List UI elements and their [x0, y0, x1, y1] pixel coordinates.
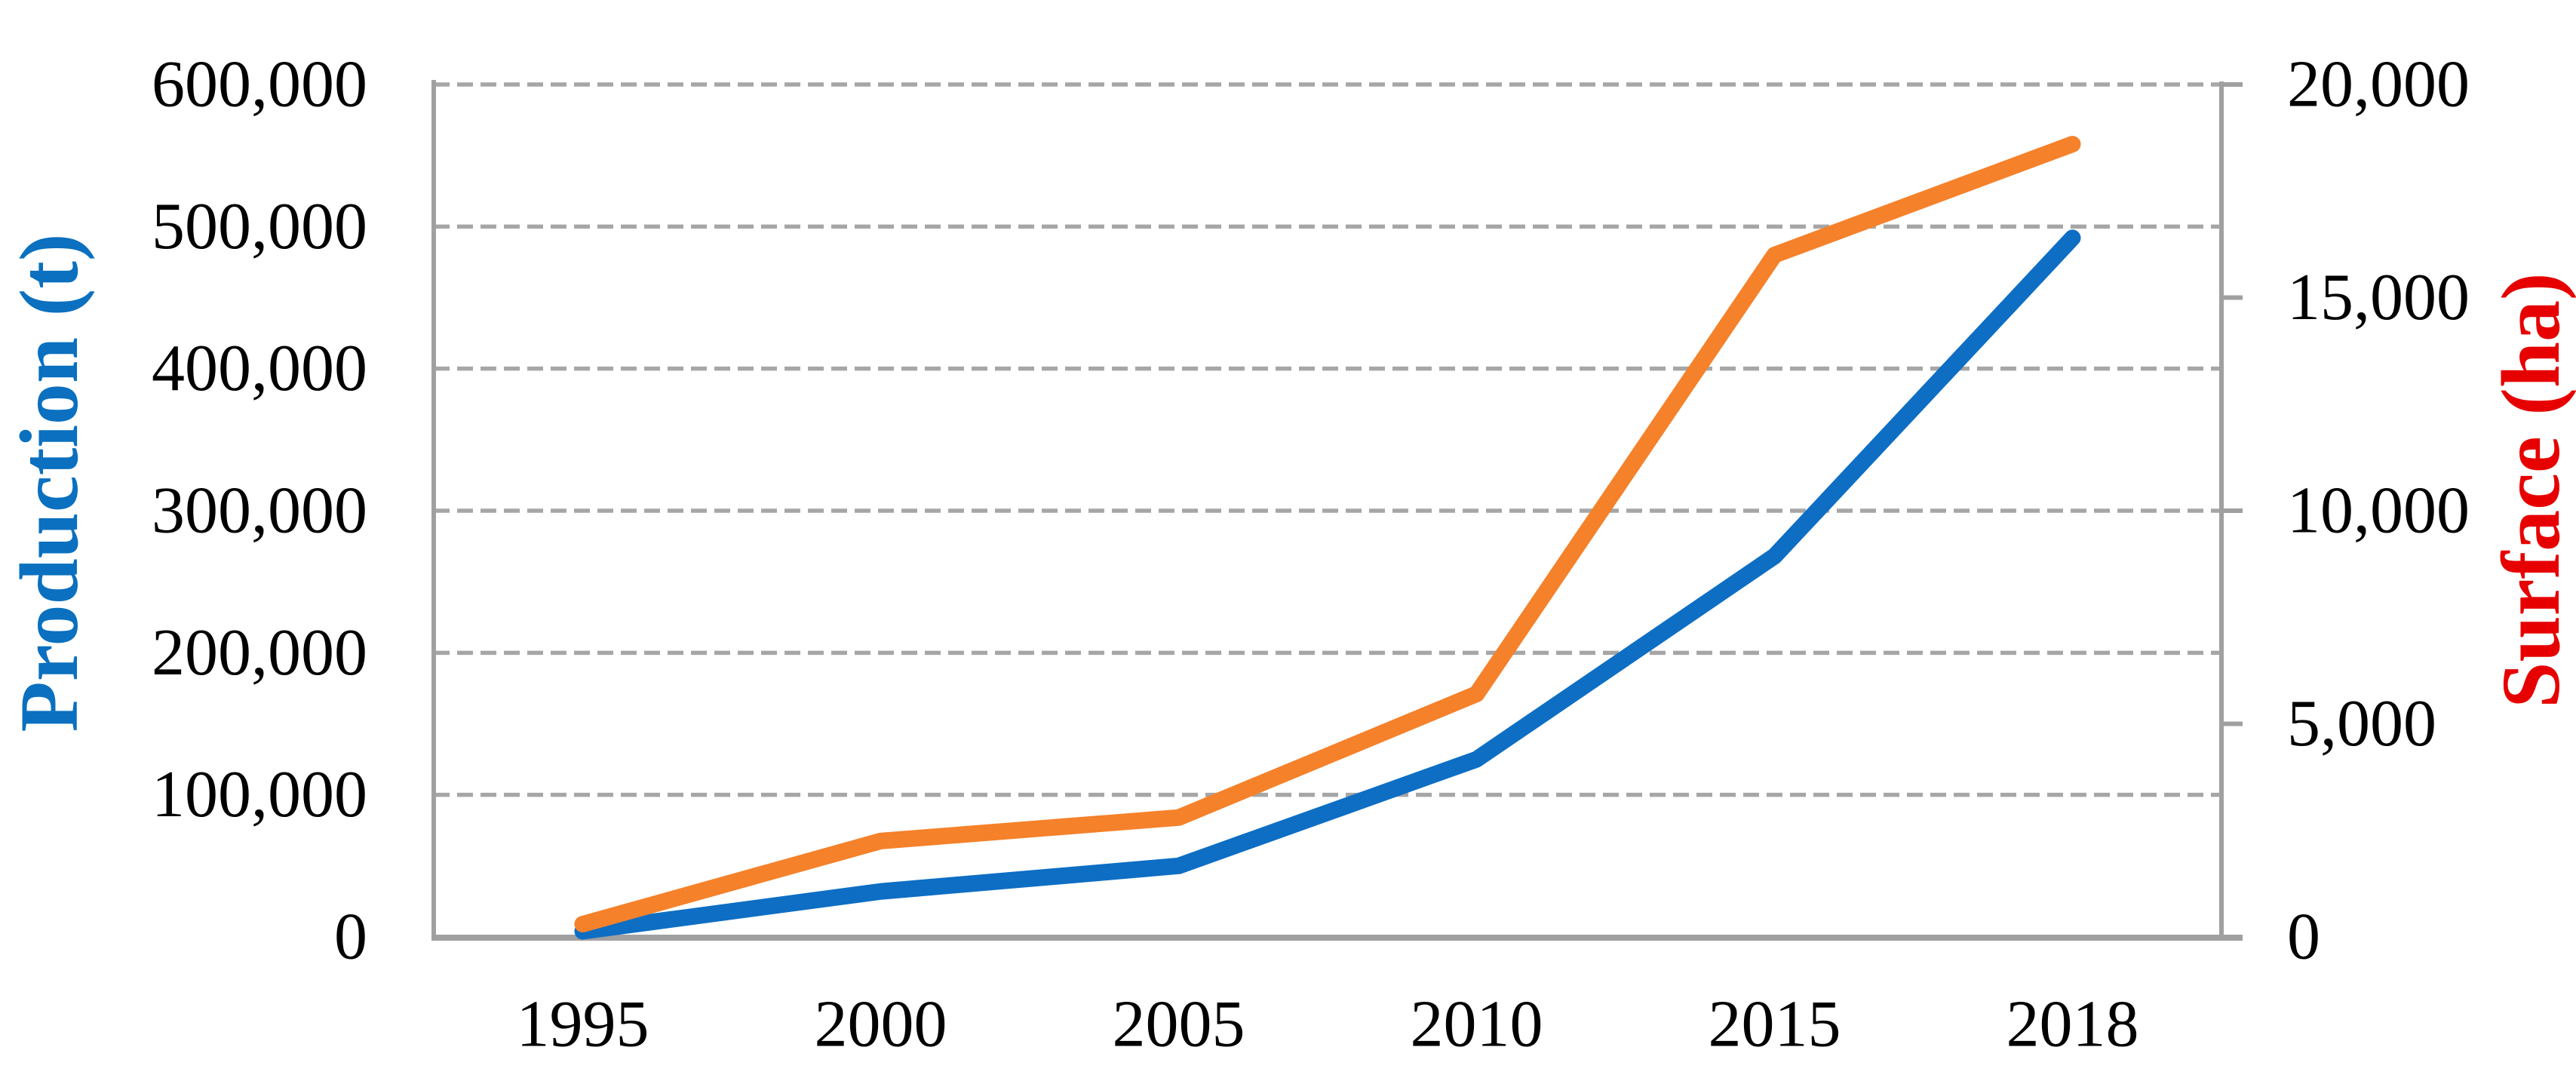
x-axis-tick-label: 2018 [2006, 988, 2139, 1061]
x-axis-tick-label: 2015 [1709, 988, 1841, 1061]
gridlines [434, 82, 2221, 797]
x-axis-tick-labels: 1995 2000 2005 2010 2015 2018 [517, 988, 2139, 1061]
left-axis-tick-label: 600,000 [152, 48, 367, 121]
right-axis-tick-label: 10,000 [2287, 474, 2470, 548]
left-axis-title: Production (t) [3, 234, 95, 732]
x-axis-tick-label: 1995 [517, 988, 649, 1061]
left-axis-tick-label: 200,000 [152, 616, 367, 689]
right-axis-tick-label: 0 [2287, 901, 2320, 974]
surface-line [574, 136, 2081, 933]
left-axis-tick-label: 0 [334, 901, 367, 974]
right-axis-tick-labels: 0 5,000 10,000 15,000 20,000 [2287, 48, 2470, 974]
right-axis-tick-label: 15,000 [2287, 261, 2470, 334]
x-axis-tick-label: 2010 [1411, 988, 1543, 1061]
left-axis-tick-label: 300,000 [152, 474, 367, 548]
left-axis-tick-labels: 0 100,000 200,000 300,000 400,000 500,000 600,… [152, 48, 367, 974]
right-axis-title: Surface (ha) [2485, 272, 2576, 708]
right-axis-tick-label: 20,000 [2287, 48, 2470, 121]
axes [431, 80, 2243, 941]
right-axis-tick-label: 5,000 [2287, 687, 2436, 760]
production-line [574, 229, 2081, 940]
left-axis-tick-label: 400,000 [152, 332, 367, 405]
x-axis-tick-label: 2000 [815, 988, 947, 1061]
x-axis-tick-label: 2005 [1113, 988, 1245, 1061]
left-axis-tick-label: 100,000 [152, 758, 367, 831]
series-lines [574, 136, 2081, 940]
left-axis-tick-label: 500,000 [152, 190, 367, 263]
